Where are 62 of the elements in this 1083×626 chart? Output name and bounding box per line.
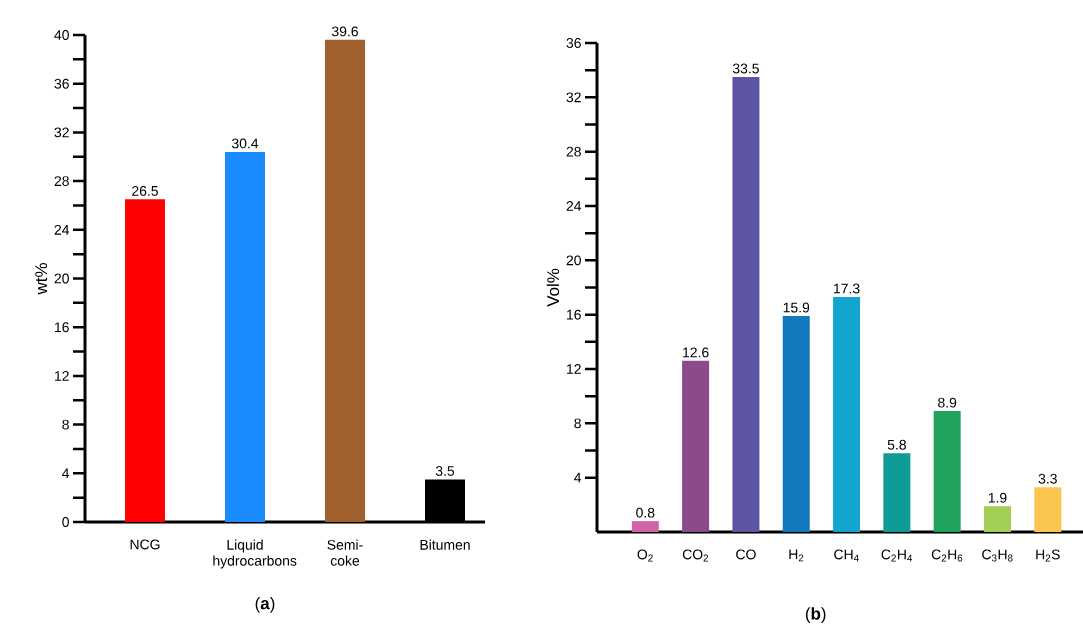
text: (b) — [805, 607, 826, 624]
data-label: 8.9 — [938, 397, 957, 408]
y-axis-title: Vol% — [546, 268, 560, 307]
data-label: 17.3 — [834, 283, 860, 294]
data-label: 12.6 — [683, 347, 709, 358]
y-tick-label: 24 — [566, 201, 582, 211]
bar — [732, 76, 760, 532]
y-tick-label: 20 — [54, 273, 69, 284]
data-label: 3.5 — [435, 465, 455, 476]
x-tick-label: O$_{2}$ — [637, 549, 653, 562]
y-tick-label: 12 — [567, 364, 581, 374]
bar — [883, 453, 911, 532]
x-tick-label: Bitumen — [420, 539, 470, 550]
bar — [225, 151, 265, 522]
bar — [125, 199, 165, 522]
x-tick-label: C$_{2}$H$_{4}$ — [881, 549, 913, 562]
x-tick-label: CO — [736, 549, 756, 560]
x-tick-label: CO$_{2}$ — [682, 549, 709, 562]
y-tick-label: 28 — [566, 146, 581, 157]
data-label: 0.8 — [636, 507, 655, 518]
bar — [1034, 487, 1062, 532]
y-tick-label: 8 — [62, 419, 69, 430]
y-tick-label: 16 — [567, 309, 581, 320]
y-tick-label: 36 — [566, 38, 581, 48]
data-label: 5.8 — [887, 439, 906, 450]
bar — [833, 297, 861, 532]
x-tick-label: Liquid hydrocarbons — [213, 539, 297, 569]
y-tick-label: 4 — [62, 468, 70, 479]
text: (a) — [255, 596, 275, 613]
data-label: 39.6 — [331, 26, 358, 37]
x-tick-label: Semi-coke — [327, 539, 363, 566]
y-tick-label: 12 — [55, 371, 69, 381]
x-tick-label: NCG — [130, 539, 160, 550]
y-tick-label: 8 — [574, 418, 581, 429]
x-tick-label: H$_{2}$ — [789, 549, 804, 562]
bar — [782, 316, 810, 532]
bar — [325, 39, 365, 522]
x-tick-label: H$_{2}$S — [1036, 549, 1060, 562]
data-label: 26.5 — [132, 185, 158, 196]
bar — [933, 411, 961, 532]
bar — [682, 360, 710, 532]
y-tick-label: 16 — [55, 322, 69, 333]
y-tick-label: 0 — [62, 517, 69, 527]
y-tick-label: 32 — [566, 92, 581, 103]
y-tick-label: 28 — [54, 176, 69, 187]
data-label: 3.3 — [1038, 473, 1057, 484]
y-tick-label: 40 — [54, 30, 69, 40]
y-tick-label: 36 — [54, 78, 69, 89]
y-tick-label: 32 — [54, 127, 69, 138]
data-label: 30.4 — [231, 138, 259, 149]
y-tick-label: 20 — [566, 255, 581, 266]
y-tick-label: 4 — [574, 472, 582, 483]
y-axis-title: wt% — [35, 263, 48, 295]
x-tick-label: CH$_{4}$ — [834, 549, 859, 562]
y-tick-label: 24 — [54, 224, 70, 235]
data-label: 15.9 — [783, 302, 810, 313]
data-label: 1.9 — [988, 492, 1007, 503]
bar — [631, 521, 659, 532]
bar — [983, 506, 1011, 532]
x-tick-label: C$_{2}$H$_{6}$ — [931, 549, 963, 562]
x-tick-label: C$_{3}$H$_{8}$ — [982, 549, 1013, 562]
data-label: 33.5 — [732, 63, 759, 74]
